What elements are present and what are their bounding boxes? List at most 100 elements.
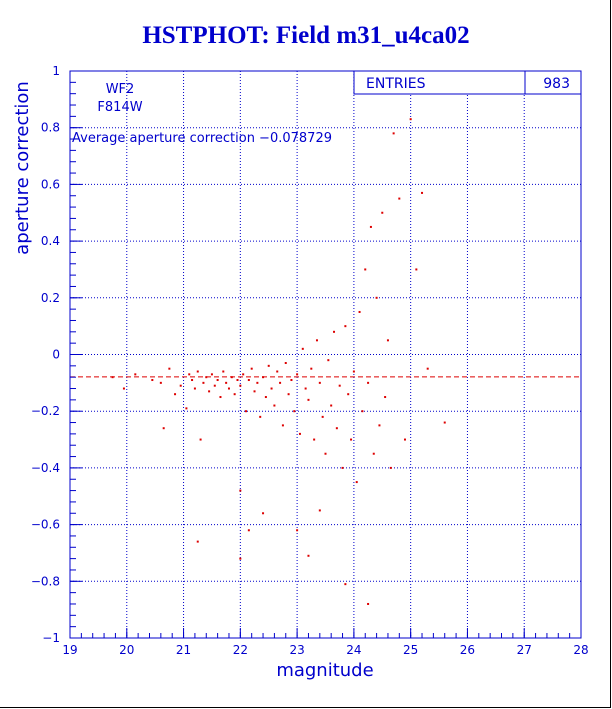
data-point xyxy=(443,421,446,424)
data-point xyxy=(247,529,250,532)
data-point xyxy=(245,410,248,413)
data-point xyxy=(307,554,310,557)
data-point xyxy=(202,381,205,384)
data-point xyxy=(358,310,361,313)
data-point xyxy=(199,438,202,441)
data-point xyxy=(352,370,355,373)
data-point xyxy=(415,268,418,271)
data-point xyxy=(256,381,259,384)
x-tick-label: 21 xyxy=(176,643,191,657)
data-point xyxy=(301,347,304,350)
x-axis-label: magnitude xyxy=(276,660,373,681)
y-tick-label: 0.4 xyxy=(41,234,60,248)
data-point xyxy=(225,381,228,384)
chip-annotation: WF2 xyxy=(106,82,135,97)
x-tick-label: 20 xyxy=(119,643,134,657)
data-point xyxy=(392,132,395,135)
data-point xyxy=(239,384,242,387)
data-point xyxy=(276,370,279,373)
data-point xyxy=(264,396,267,399)
data-point xyxy=(369,225,372,228)
filter-annotation: F814W xyxy=(97,100,142,115)
data-point xyxy=(196,370,199,373)
data-point xyxy=(239,557,242,560)
data-point xyxy=(262,376,265,379)
data-point xyxy=(347,393,350,396)
data-point xyxy=(279,381,282,384)
data-point xyxy=(409,118,412,121)
axis-ticks: 19 20 21 22 23 24 25 26 27 28 −1 −0.8 −0.6 −0.4 −0.2 0 0… xyxy=(31,64,589,657)
stats-entries-label: ENTRIES xyxy=(366,76,426,92)
data-point xyxy=(222,370,225,373)
data-point xyxy=(375,296,378,299)
x-tick-label: 23 xyxy=(289,643,304,657)
data-point xyxy=(193,387,196,390)
data-point xyxy=(389,466,392,469)
data-point xyxy=(355,481,358,484)
data-point xyxy=(381,211,384,214)
data-point xyxy=(151,379,154,382)
data-point xyxy=(421,191,424,194)
data-point xyxy=(191,379,194,382)
data-point xyxy=(293,410,296,413)
data-point xyxy=(196,540,199,543)
data-point xyxy=(159,381,162,384)
data-point xyxy=(270,387,273,390)
data-point xyxy=(338,384,341,387)
data-point xyxy=(233,393,236,396)
data-point xyxy=(344,583,347,586)
data-point xyxy=(174,393,177,396)
data-point xyxy=(216,379,219,382)
data-point xyxy=(327,359,330,362)
y-tick-label: −0.2 xyxy=(31,404,60,418)
data-point xyxy=(310,367,313,370)
chart-title: HSTPHOT: Field m31_u4ca02 xyxy=(142,22,470,49)
grid-lines xyxy=(70,71,581,638)
data-point xyxy=(324,452,327,455)
data-point xyxy=(313,438,316,441)
average-annotation: Average aperture correction −0.078729 xyxy=(72,131,332,146)
data-point xyxy=(403,438,406,441)
data-point xyxy=(333,330,336,333)
data-point xyxy=(330,404,333,407)
data-point xyxy=(296,529,299,532)
data-point xyxy=(284,362,287,365)
y-tick-label: 0.2 xyxy=(41,291,60,305)
x-tick-label: 26 xyxy=(460,643,475,657)
data-point xyxy=(364,268,367,271)
data-point xyxy=(239,489,242,492)
y-axis-label: aperture correction xyxy=(12,81,33,255)
data-point xyxy=(253,390,256,393)
y-tick-label: 0 xyxy=(52,348,60,362)
data-point xyxy=(298,432,301,435)
data-point xyxy=(267,364,270,367)
data-point xyxy=(378,424,381,427)
data-point xyxy=(426,367,429,370)
data-point xyxy=(296,373,299,376)
data-point xyxy=(250,367,253,370)
y-tick-label: 0.6 xyxy=(41,177,60,191)
data-point xyxy=(188,373,191,376)
stats-box: ENTRIES 983 xyxy=(353,70,582,95)
x-tick-label: 19 xyxy=(62,643,77,657)
data-point xyxy=(208,390,211,393)
x-tick-label: 27 xyxy=(517,643,532,657)
stats-box-frame xyxy=(353,70,582,95)
data-point xyxy=(384,396,387,399)
data-point xyxy=(162,427,165,430)
data-point xyxy=(341,466,344,469)
data-point xyxy=(398,197,401,200)
data-point xyxy=(287,393,290,396)
data-point xyxy=(247,379,250,382)
data-point xyxy=(386,339,389,342)
data-point xyxy=(318,509,321,512)
data-point xyxy=(367,381,370,384)
data-point xyxy=(367,602,370,605)
data-point xyxy=(219,396,222,399)
data-point xyxy=(134,373,137,376)
data-point xyxy=(350,438,353,441)
data-point xyxy=(335,427,338,430)
y-tick-label: −1 xyxy=(42,631,60,645)
